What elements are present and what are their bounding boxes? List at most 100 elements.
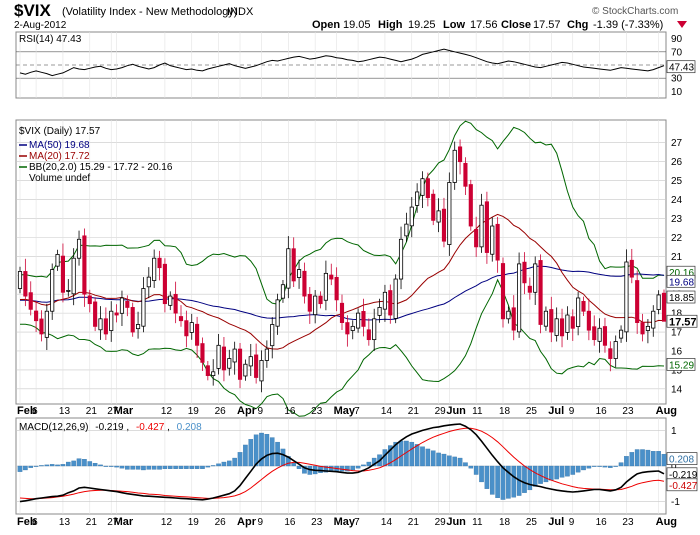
quote-date: 2-Aug-2012 [14,20,67,31]
candle-body [243,363,248,377]
rsi-value-box [666,60,696,74]
candle [318,291,323,309]
candle-body [114,312,119,316]
candle [114,304,119,323]
candle [286,236,291,299]
price-x-tick-label: Jun [446,405,466,417]
legend-ma50: MA(50) 19.68 [29,140,90,151]
candle [119,290,125,326]
price-x-tick-label: 11 [472,406,483,417]
candle-body [393,278,398,319]
macd-histogram-bar [436,452,441,467]
open-label: Open [312,19,340,31]
macd-legend-sep2: , [167,422,170,433]
candle [624,249,629,342]
macd-histogram-bar [243,444,248,467]
candle [264,340,269,368]
candle [565,306,570,340]
macd-x-tick-label: Apr [237,516,257,528]
macd-histogram-bar [98,464,103,467]
candle-body [495,223,500,261]
candle [651,305,656,337]
price-y-tick-label: 14 [671,384,683,395]
macd-line [19,423,665,503]
macd-x-tick-label: 9 [569,517,575,528]
low-value: 17.56 [470,19,498,31]
candle-body [318,295,323,305]
candle-body [323,272,328,301]
rsi-y-tick-label: 70 [671,47,683,58]
ohlc-readout: Open 19.05 High 19.25 Low 17.56 Close 17… [312,19,687,31]
candle [366,318,371,346]
price-x-tick-label: 19 [188,406,200,417]
macd-histogram-bar [55,464,60,467]
macd-tag-label: 0.208 [669,455,694,466]
open-value: 19.05 [343,19,371,31]
macd-histogram-bar [634,449,640,467]
candle [243,359,248,381]
macd-histogram-bar [23,465,28,471]
candle-body [522,261,527,284]
macd-histogram-bar [296,465,302,469]
candle-body [280,284,286,299]
price-x-tick-label: 14 [381,406,393,417]
price-panel [15,119,667,405]
macd-histogram-bar [484,465,490,489]
candle-body [87,295,92,305]
candle-body [420,178,425,196]
candle-body [372,318,377,341]
candle [87,289,92,313]
macd-histogram-bar [28,465,34,468]
candle-body [511,307,516,331]
price-x-tick-label: Aug [656,405,677,417]
candle [388,284,393,324]
candle-body [602,326,608,346]
macd-histogram-bar [629,452,635,467]
macd-tag-box [666,452,698,465]
candle [157,250,162,281]
candle [495,216,500,273]
candle-body [216,344,221,369]
macd-histogram-bar [221,461,227,467]
candle [500,257,506,328]
candle [329,263,334,286]
candle [93,297,98,332]
macd-histogram-bar [650,451,656,467]
macd-histogram-bar [457,457,463,467]
macd-histogram-bar [345,465,350,472]
legend-volume: Volume undef [29,173,90,184]
candle-body [71,257,76,295]
candle-body [474,229,479,248]
candle [339,294,345,330]
candle [635,270,640,334]
macd-histogram-bar [323,465,329,473]
macd-x-tick-label: Aug [656,516,677,528]
price-x-tick-label: 29 [435,406,447,417]
macd-histogram-bar [661,454,667,467]
macd-histogram-bar [33,465,39,467]
macd-x-tick-label: Jul [548,516,564,528]
macd-histogram-bar [441,453,447,467]
candle-body [409,206,414,227]
candle-body [361,311,366,327]
candle [490,217,495,262]
chg-label: Chg [567,19,588,31]
macd-x-tick-label: 13 [59,517,71,528]
candle [645,318,650,344]
candle [50,263,55,320]
candle [136,311,141,339]
price-x-tick-label: 21 [408,406,420,417]
macd-histogram-bar [216,463,221,467]
price-y-tick-label: 24 [671,195,683,206]
rsi-y-tick-label: 10 [671,87,683,98]
candle-body [189,322,194,333]
price-x-tick-label: 9 [569,406,575,417]
candle-body [506,310,511,320]
candle [420,171,425,209]
macd-x-tick-label: Jun [446,516,466,528]
candle [377,298,382,323]
macd-x-tick-label: 21 [86,517,98,528]
macd-histogram-bar [608,465,613,468]
candle [103,307,108,341]
